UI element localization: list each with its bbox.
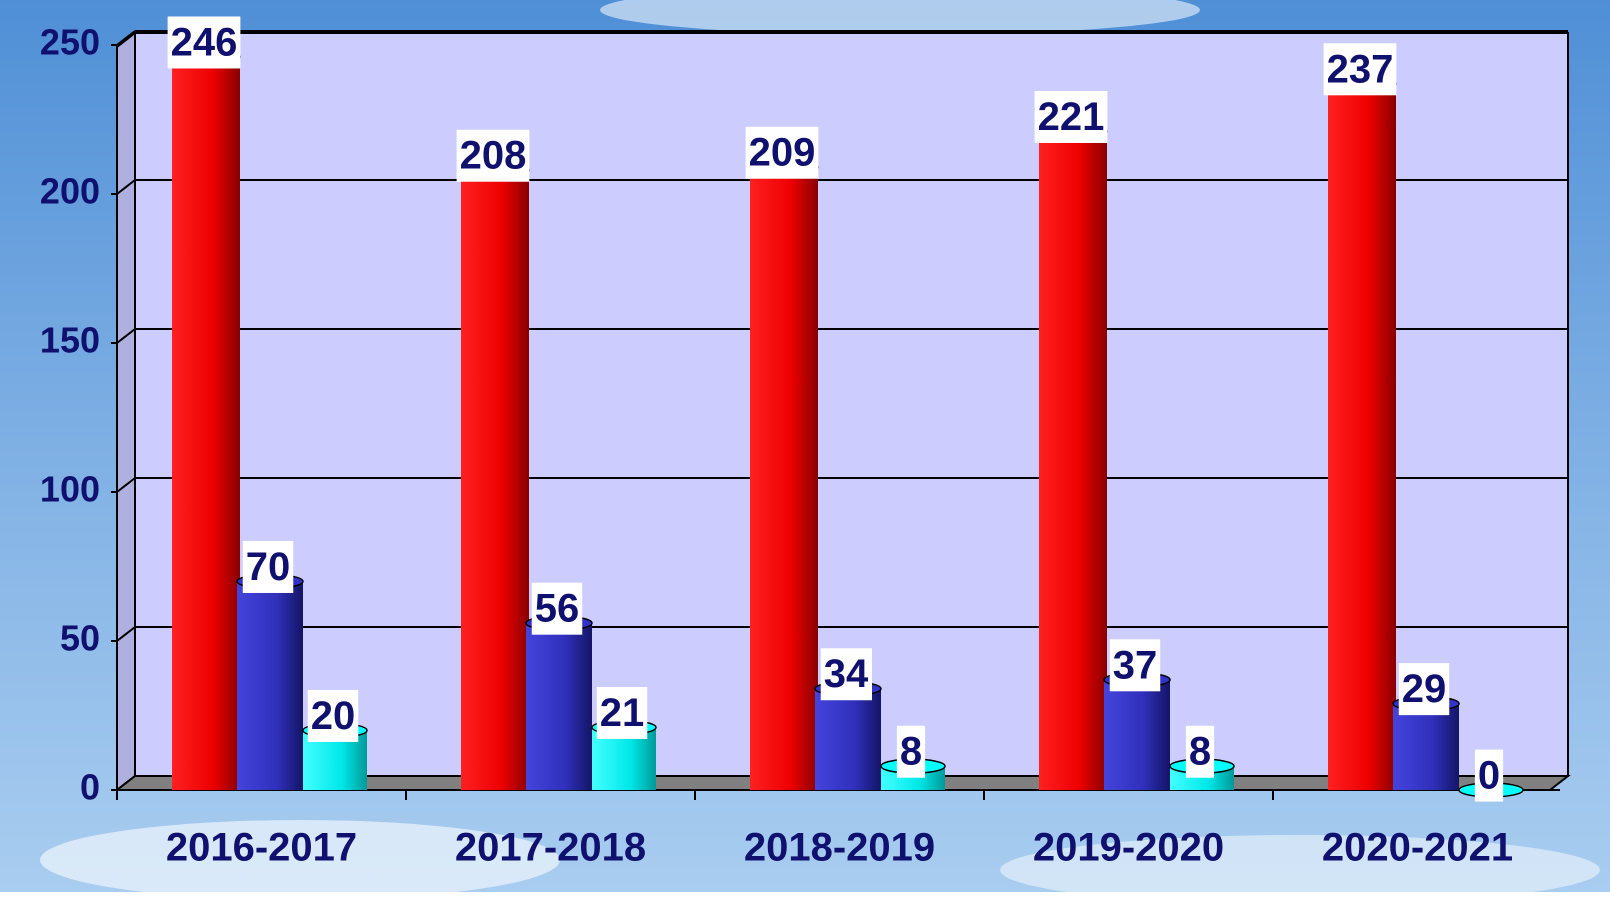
x-tick-label: 2020-2021 xyxy=(1322,826,1513,870)
value-label: 70 xyxy=(246,545,291,589)
value-label: 34 xyxy=(824,652,869,696)
value-label: 8 xyxy=(900,730,922,774)
y-tick-label: 200 xyxy=(40,171,100,212)
x-tick-label: 2018-2019 xyxy=(744,826,935,870)
y-tick-label: 100 xyxy=(40,469,100,510)
bar xyxy=(237,581,303,790)
y-tick-label: 50 xyxy=(60,618,100,659)
side-wall xyxy=(117,33,135,790)
bar xyxy=(750,167,818,790)
x-tick-label: 2017-2018 xyxy=(455,826,646,870)
page: 0501001502002502016-20172017-20182018-20… xyxy=(0,0,1610,897)
value-label: 20 xyxy=(311,694,356,738)
value-label: 237 xyxy=(1327,47,1394,91)
bar xyxy=(1104,680,1170,790)
value-label: 29 xyxy=(1402,667,1447,711)
bar xyxy=(172,57,240,790)
value-label: 37 xyxy=(1113,643,1158,687)
x-tick-label: 2016-2017 xyxy=(166,826,357,870)
x-tick-label: 2019-2020 xyxy=(1033,826,1224,870)
value-label: 21 xyxy=(600,691,645,735)
chart: 0501001502002502016-20172017-20182018-20… xyxy=(0,0,1610,892)
value-label: 8 xyxy=(1189,730,1211,774)
bar xyxy=(1039,131,1107,790)
value-label: 221 xyxy=(1038,95,1105,139)
value-label: 209 xyxy=(749,131,816,175)
y-tick-label: 0 xyxy=(80,767,100,808)
value-label: 56 xyxy=(535,587,580,631)
y-tick-label: 150 xyxy=(40,320,100,361)
y-tick-label: 250 xyxy=(40,22,100,63)
bar xyxy=(526,623,592,790)
value-label: 0 xyxy=(1478,754,1500,798)
value-label: 208 xyxy=(460,134,527,178)
value-label: 246 xyxy=(171,20,238,64)
bar xyxy=(1328,84,1396,790)
bar xyxy=(1393,704,1459,790)
bar xyxy=(815,689,881,790)
bar xyxy=(461,170,529,790)
